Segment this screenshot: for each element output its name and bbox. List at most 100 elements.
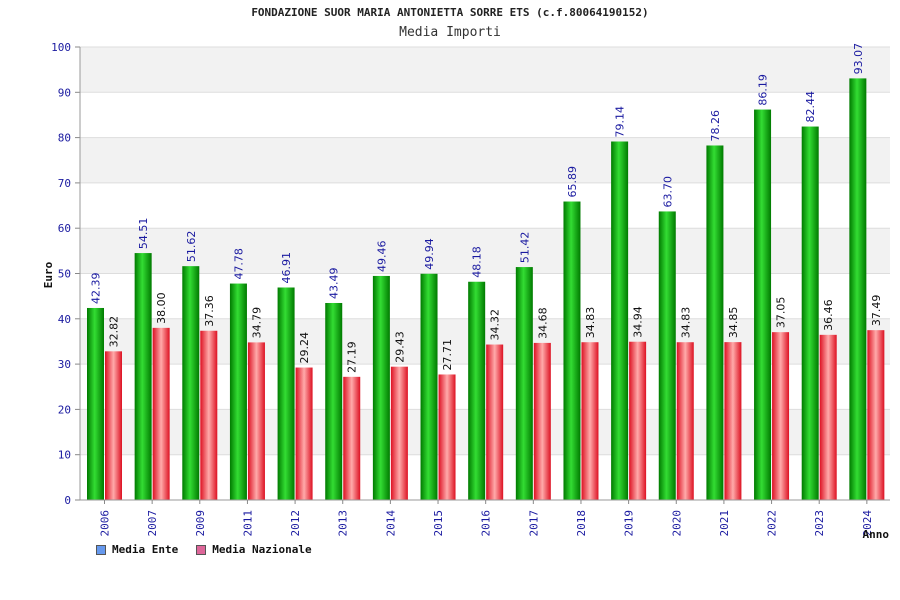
bar-media-nazionale: [200, 330, 218, 500]
x-tick-label: 2016: [480, 510, 493, 536]
bar-media-ente: [706, 145, 724, 501]
bar-media-nazionale: [724, 342, 742, 500]
bar-value-label: 27.19: [346, 341, 359, 373]
bar-value-label: 78.26: [709, 110, 722, 142]
y-axis-label: Euro: [42, 261, 55, 288]
bar-value-label: 37.36: [203, 295, 216, 327]
bar-media-ente: [277, 287, 295, 500]
x-tick-label: 2013: [337, 510, 350, 537]
legend-label-nazionale: Media Nazionale: [212, 543, 312, 556]
y-tick-label: 100: [51, 41, 71, 54]
y-tick-label: 20: [58, 403, 71, 416]
y-tick-label: 40: [58, 313, 71, 326]
bar-media-nazionale: [581, 342, 599, 500]
grid-band: [80, 47, 890, 93]
x-tick-label: 2020: [670, 510, 683, 537]
bar-value-label: 34.83: [584, 307, 597, 339]
bar-value-label: 82.44: [804, 91, 817, 123]
bar-media-nazionale: [486, 344, 504, 500]
x-tick-label: 2007: [146, 510, 159, 537]
bar-value-label: 86.19: [757, 74, 770, 106]
bar-media-ente: [801, 126, 819, 500]
bar-value-label: 37.05: [775, 297, 788, 329]
y-tick-label: 60: [58, 222, 71, 235]
x-tick-label: 2023: [813, 510, 826, 537]
x-tick-label: 2011: [241, 510, 254, 537]
bar-value-label: 49.94: [423, 238, 436, 270]
bar-value-label: 32.82: [108, 316, 121, 348]
legend-item-nazionale: Media Nazionale: [196, 543, 312, 556]
bar-media-nazionale: [152, 327, 170, 500]
bar-value-label: 54.51: [137, 218, 150, 250]
legend-label-ente: Media Ente: [112, 543, 179, 556]
x-tick-label: 2018: [575, 510, 588, 537]
bar-media-ente: [420, 273, 438, 500]
y-tick-label: 90: [58, 86, 71, 99]
y-tick-label: 10: [58, 449, 71, 462]
legend: Media Ente Media Nazionale: [96, 543, 312, 556]
bar-value-label: 34.79: [250, 307, 263, 339]
bar-media-ente: [229, 283, 247, 500]
bar-media-ente: [87, 307, 104, 500]
x-tick-label: 2021: [718, 510, 731, 537]
bar-media-ente: [754, 109, 772, 501]
bar-value-label: 34.68: [536, 307, 549, 339]
bar-media-ente: [468, 281, 486, 500]
bar-value-label: 29.24: [298, 332, 311, 364]
bar-value-label: 34.83: [679, 307, 692, 339]
legend-swatch-nazionale: [196, 544, 207, 555]
y-tick-label: 50: [58, 268, 71, 281]
y-tick-label: 80: [58, 132, 71, 145]
bar-media-nazionale: [105, 351, 122, 500]
bars-layer: [87, 78, 885, 501]
bar-media-nazionale: [390, 366, 408, 500]
bar-media-nazionale: [867, 330, 885, 500]
bar-value-label: 34.32: [489, 309, 502, 341]
bar-labels-layer: 42.39 32.82 54.51 38.00 51.62 37.36 47.78 34.79…: [90, 43, 883, 373]
x-tick-label: 2024: [861, 510, 874, 537]
x-tick-label: 2019: [623, 510, 636, 537]
bar-value-label: 36.46: [822, 299, 835, 331]
bar-value-label: 34.85: [727, 307, 740, 339]
x-tick-label: 2009: [194, 510, 207, 537]
bar-media-nazionale: [247, 342, 265, 500]
x-tick-label: 2015: [432, 510, 445, 537]
bar-media-nazionale: [533, 342, 551, 500]
bar-media-ente: [849, 78, 867, 501]
bar-value-label: 51.62: [185, 231, 198, 263]
bar-media-nazionale: [343, 376, 361, 500]
bar-value-label: 38.00: [155, 292, 168, 324]
y-tick-label: 0: [64, 494, 71, 507]
bar-media-ente: [134, 253, 152, 500]
bar-value-label: 63.70: [661, 176, 674, 208]
x-tick-label: 2014: [384, 510, 397, 537]
bar-media-nazionale: [676, 342, 694, 500]
bar-media-ente: [182, 266, 200, 500]
bar-media-ente: [372, 275, 390, 500]
x-tick-label: 2022: [766, 510, 779, 537]
y-tick-label: 30: [58, 358, 71, 371]
bar-value-label: 47.78: [232, 248, 245, 279]
bar-value-label: 43.49: [328, 267, 341, 299]
x-tick-label: 2012: [289, 510, 302, 537]
x-axis: 2006 2007 2009 2011 2012 2013 2014 2015 2016 2017…: [80, 499, 890, 537]
bar-media-ente: [611, 141, 629, 501]
bar-value-label: 34.94: [632, 306, 645, 338]
bar-media-nazionale: [819, 334, 837, 500]
x-tick-label: 2017: [527, 510, 540, 537]
y-tick-label: 70: [58, 177, 71, 190]
chart-title: FONDAZIONE SUOR MARIA ANTONIETTA SORRE E…: [251, 6, 649, 19]
bar-media-ente: [325, 302, 343, 500]
bar-value-label: 46.91: [280, 252, 293, 284]
bar-media-nazionale: [772, 332, 790, 500]
bar-value-label: 37.49: [870, 295, 883, 327]
bar-media-ente: [563, 201, 581, 500]
y-axis: 0 10 20 30 40 50 60 70 80 90 100: [51, 41, 81, 507]
legend-item-ente: Media Ente: [96, 543, 178, 556]
x-tick-label: 2006: [99, 510, 112, 537]
bar-value-label: 29.43: [393, 331, 406, 363]
bar-media-nazionale: [438, 374, 456, 500]
bar-media-nazionale: [295, 367, 313, 500]
chart-subtitle: Media Importi: [399, 25, 501, 40]
